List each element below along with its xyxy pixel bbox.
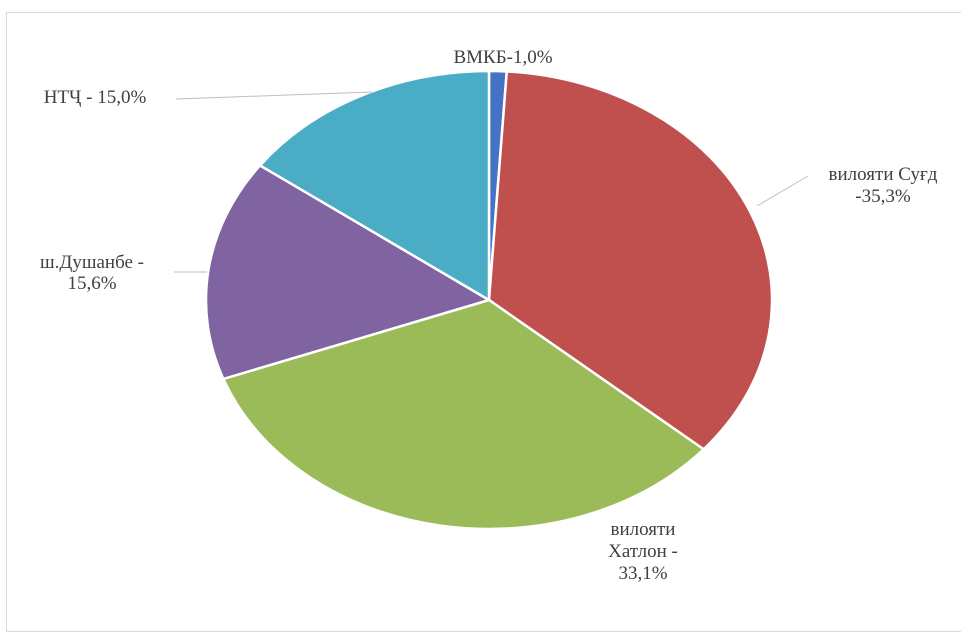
- data-label-line: Хатлон -: [608, 541, 678, 562]
- data-label-line: ВМКБ-1,0%: [453, 47, 552, 68]
- data-label-line: НТҶ - 15,0%: [44, 87, 147, 108]
- data-label-line: -35,3%: [855, 186, 911, 207]
- data-label-2: вилояти Хатлон -33,1%: [608, 519, 678, 584]
- data-label-line: 15,6%: [67, 273, 116, 294]
- data-label-4: НТҶ - 15,0%: [44, 87, 147, 108]
- pie-slice-1: [487, 70, 774, 451]
- pie-slice-4: [258, 69, 491, 303]
- pie-slices: [204, 69, 774, 531]
- leader-line-1: [756, 175, 809, 207]
- data-label-line: 33,1%: [618, 563, 667, 584]
- pie-slice-2: [221, 298, 706, 531]
- data-label-line: вилояти: [611, 519, 676, 540]
- data-label-3: ш.Душанбе -15,6%: [40, 252, 144, 294]
- leader-lines: [174, 91, 809, 273]
- pie-chart: ВМКБ-1,0% вилояти Суғд -35,3% вилояти Хатлон…: [40, 47, 938, 584]
- data-labels: ВМКБ-1,0% вилояти Суғд -35,3% вилояти Хатлон…: [40, 47, 938, 584]
- data-label-line: вилояти Суғд: [829, 164, 938, 185]
- pie-slice-3: [204, 163, 493, 381]
- leader-line-4: [175, 91, 373, 100]
- data-label-line: ш.Душанбе -: [40, 252, 144, 273]
- data-label-1: вилояти Суғд -35,3%: [829, 164, 938, 207]
- data-label-0: ВМКБ-1,0%: [453, 47, 552, 68]
